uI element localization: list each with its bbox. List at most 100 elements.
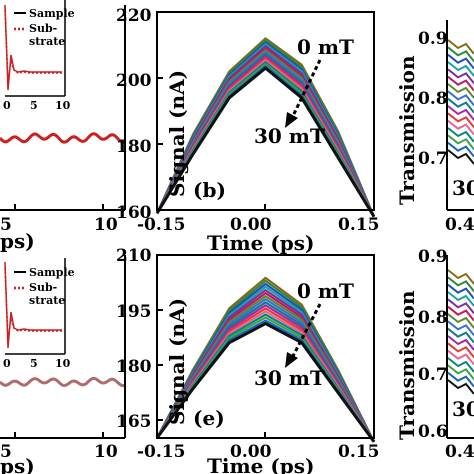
panel-e-ytick-label: 180 [116, 357, 152, 377]
legend-sample-label: Sample [29, 266, 75, 279]
series-line [447, 105, 474, 121]
left-bottom-xtick-label: 10 [94, 442, 118, 462]
series-line [447, 90, 474, 106]
series-line [447, 83, 474, 99]
series-line [447, 269, 474, 285]
series-line [447, 342, 474, 358]
panel-e-xtick-label: -0.15 [137, 442, 185, 462]
right-top-ytick-label: 0.7 [418, 149, 448, 169]
series-line [447, 97, 474, 114]
series-line [447, 112, 474, 128]
right-bottom-ytick-label: 0.6 [418, 422, 448, 442]
legend-sample-label: Sample [29, 7, 75, 20]
right-bottom-annotation: 30 [452, 397, 474, 421]
right-bottom-panel: Transmission 0.9 0.8 0.7 0.6 0.4 30 [395, 247, 474, 462]
series-line [447, 349, 474, 366]
panel-b-arrow-shaft [290, 59, 322, 119]
panel-e-label: (e) [193, 406, 225, 430]
legend-substrate-label: strate [29, 35, 65, 48]
left-top-xtick-label: 10 [94, 215, 118, 235]
inset-xtick-label: 10 [55, 99, 71, 112]
right-top-annotation: 30 [452, 176, 474, 200]
right-bottom-ytick-label: 0.7 [418, 365, 448, 385]
series-line [447, 379, 474, 395]
left-top-xtick-label: 5 [0, 215, 12, 235]
left-bottom-inset: Sample Sub- strate 0 5 10 [3, 258, 75, 370]
series-line [447, 313, 474, 329]
series-line [156, 285, 375, 443]
right-top-xtick-label: 0.4 [445, 215, 474, 235]
inset-background [5, 258, 65, 354]
series-line [447, 149, 474, 165]
right-top-ylabel: Transmission [395, 55, 419, 205]
series-line [155, 322, 376, 443]
panel-b-annotation-0mt: 0 mT [297, 35, 354, 59]
legend-substrate-label: Sub- [29, 281, 57, 294]
legend-substrate-label: Sub- [29, 22, 57, 35]
panel-e-arrow-head [285, 352, 298, 368]
series-line [447, 75, 474, 92]
panel-b-xtick-label: 0.00 [230, 215, 272, 235]
left-bottom-signal-line [0, 376, 124, 388]
panel-e-annotation-30mt: 30 mT [254, 366, 325, 390]
inset-xtick-label: 0 [3, 99, 11, 112]
series-line [447, 371, 474, 388]
inset-substrate-line [4, 9, 62, 81]
panel-b-annotation-30mt: 30 mT [254, 124, 325, 148]
panel-b-ticks [156, 11, 375, 211]
series-line [447, 68, 474, 84]
panel-b-ytick-label: 160 [116, 203, 152, 223]
inset-xtick-label: 5 [30, 357, 38, 370]
right-bottom-ytick-label: 0.9 [418, 247, 448, 267]
inset-xtick-label: 5 [30, 99, 38, 112]
panel-e: 210 195 180 165 -0.15 0.00 0.15 Time (ps… [116, 246, 379, 474]
panel-b-ytick-label: 200 [116, 71, 152, 91]
left-top-inset: Sample Sub- strate 0 5 10 [3, 0, 75, 112]
series-line [447, 327, 474, 344]
panel-e-ticks [156, 254, 375, 438]
panel-e-arrow-shaft [290, 303, 322, 359]
left-top-xlabel-fragment: ps) [0, 229, 35, 253]
series-line [447, 298, 474, 314]
series-line [447, 134, 474, 150]
panel-e-ylabel: Signal (nA) [165, 298, 189, 425]
series-line [447, 127, 474, 143]
series-line [155, 66, 376, 218]
right-top-series-group [447, 39, 474, 165]
panel-b-arrow-head [285, 112, 298, 128]
series-line [447, 276, 474, 292]
panel-b-ytick-label: 220 [116, 6, 152, 26]
series-line [447, 46, 474, 62]
series-line [447, 305, 474, 322]
series-line [447, 291, 474, 307]
panel-b-xtick-label: 0.15 [338, 215, 379, 235]
left-top-signal-line [0, 132, 124, 144]
left-bottom-xlabel-fragment: ps) [0, 454, 35, 474]
panel-b-ylabel: Signal (nA) [165, 70, 189, 197]
series-line [447, 364, 474, 380]
series-line [447, 39, 474, 55]
inset-background [5, 2, 65, 98]
panel-e-xtick-label: 0.15 [338, 442, 379, 462]
panel-b-xtick-label: -0.15 [137, 215, 185, 235]
legend-substrate-label: strate [29, 294, 65, 307]
series-line [447, 141, 474, 158]
right-top-panel: Transmission 0.9 0.8 0.7 0.4 30 [395, 20, 474, 235]
inset-sample-line [4, 261, 62, 349]
panel-e-ytick-label: 165 [116, 412, 152, 432]
right-bottom-series-group [447, 269, 474, 395]
inset-xtick-label: 10 [55, 357, 71, 370]
series-line [447, 283, 474, 300]
panel-b-xlabel: Time (ps) [207, 231, 315, 255]
series-line [447, 335, 474, 351]
left-top-panel: 5 10 ps) Sample Sub- strate 0 5 10 [0, 0, 126, 253]
series-line [447, 357, 474, 373]
right-top-ytick-label: 0.8 [418, 89, 448, 109]
panel-e-annotation-0mt: 0 mT [297, 279, 354, 303]
right-bottom-ylabel: Transmission [395, 290, 419, 440]
panel-e-series-group [155, 276, 376, 443]
panel-b-series-group [155, 37, 376, 218]
right-bottom-xtick-label: 0.4 [445, 442, 474, 462]
panel-e-xtick-label: 0.00 [230, 442, 272, 462]
